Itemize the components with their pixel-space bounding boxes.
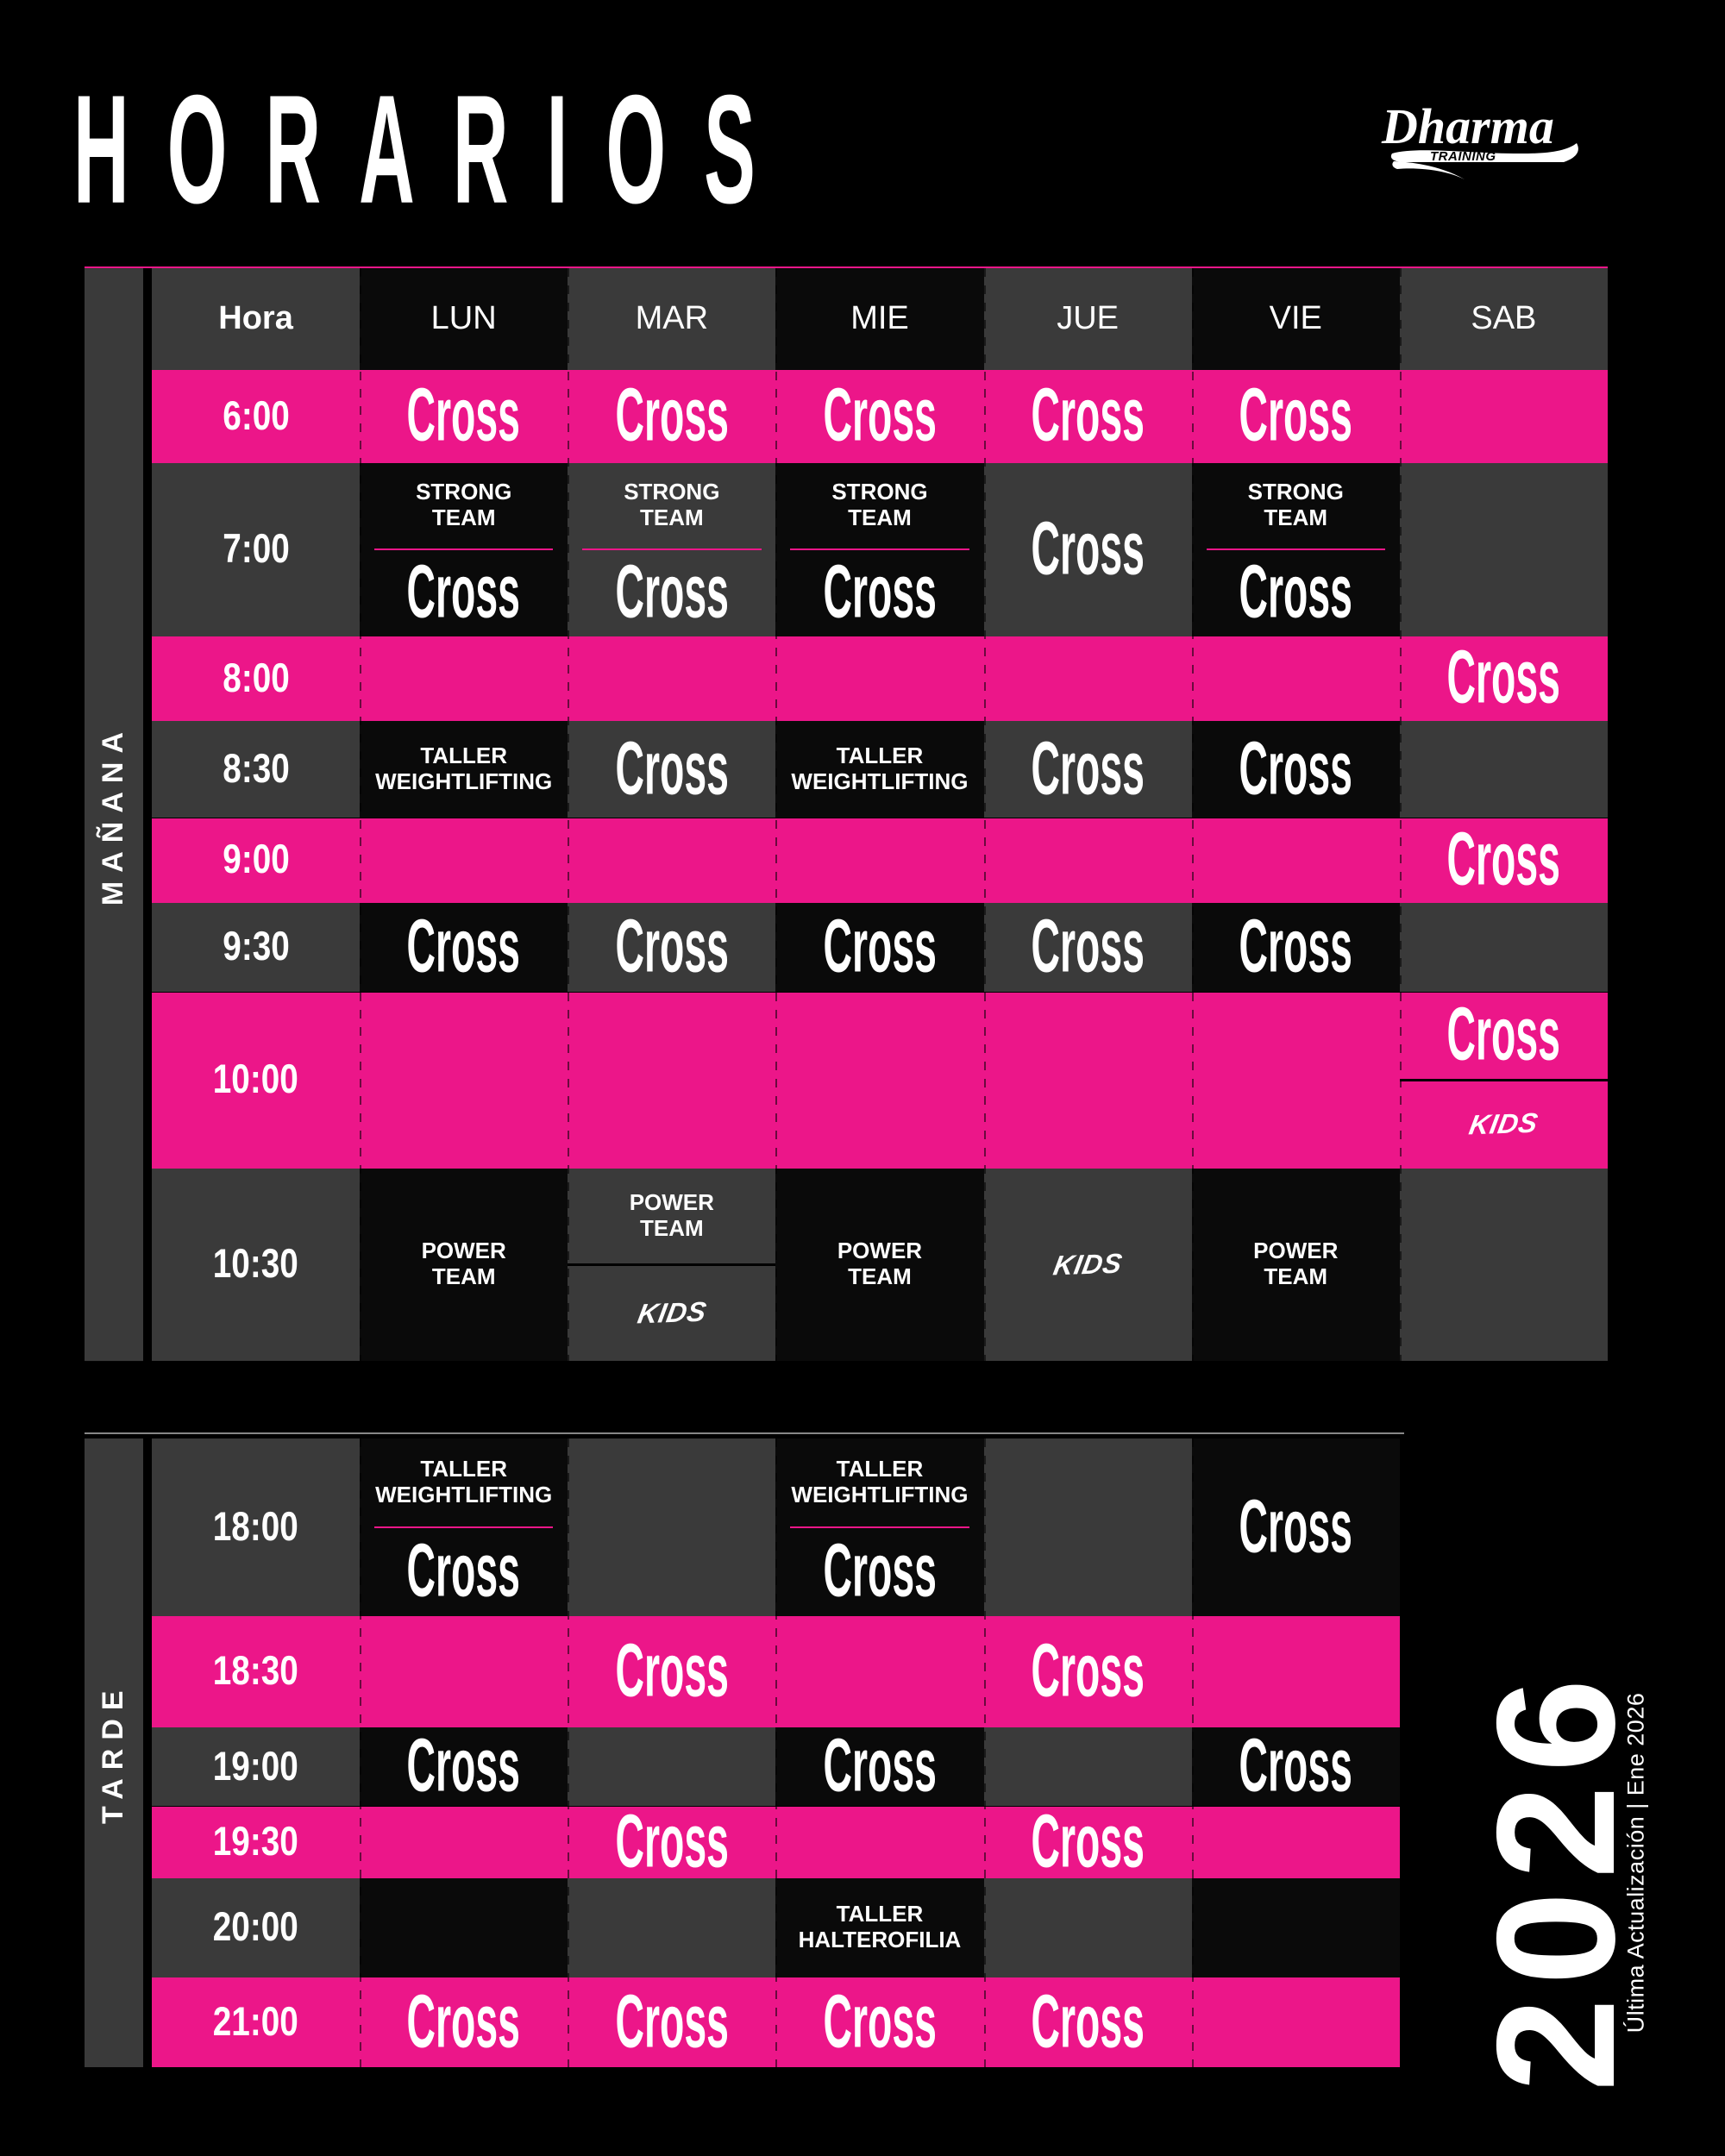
svg-text:TRAINING: TRAINING (1430, 149, 1496, 164)
svg-text:Dharma: Dharma (1381, 98, 1554, 154)
